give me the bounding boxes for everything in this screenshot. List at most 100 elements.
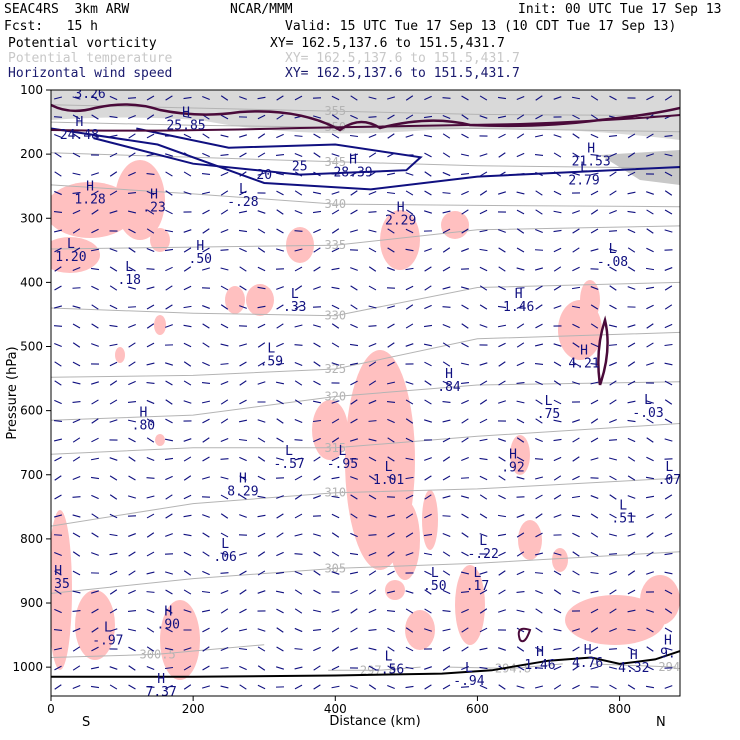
wind-vector	[91, 513, 99, 519]
isentrope-label: 305	[324, 561, 346, 575]
wind-vector	[72, 627, 81, 633]
wind-vector	[423, 552, 433, 556]
wind-vector	[590, 114, 599, 120]
extremum-value-label: 25.85	[166, 119, 205, 134]
wind-vector	[535, 513, 543, 519]
wind-vector	[424, 304, 432, 310]
wind-vector	[516, 191, 525, 195]
wind-vector	[368, 342, 377, 348]
wind-vector	[220, 190, 229, 196]
wind-vector	[127, 97, 137, 99]
wind-vector	[239, 361, 247, 367]
wind-vector	[257, 646, 266, 652]
wind-vector	[645, 267, 655, 271]
wind-vector	[646, 646, 654, 652]
wind-vector	[128, 646, 136, 652]
wind-vector	[331, 551, 340, 557]
wind-vector	[609, 513, 617, 519]
wind-vector	[72, 342, 81, 348]
extremum-type-label: H	[515, 287, 523, 302]
x-tick-label: 200	[182, 702, 205, 716]
wind-vector	[424, 513, 432, 519]
wind-vector	[461, 532, 469, 538]
wind-vector	[461, 95, 469, 101]
wind-vector	[498, 285, 506, 291]
wind-vector	[276, 666, 284, 670]
wind-vector	[553, 438, 562, 442]
wind-vector	[313, 456, 321, 462]
wind-vector	[165, 494, 173, 500]
extremum-type-label: L	[580, 161, 588, 176]
wind-vector	[54, 380, 62, 386]
plot-frame	[50, 89, 681, 697]
wind-vector	[109, 684, 118, 690]
wind-vector	[387, 437, 395, 443]
wind-vector	[276, 418, 284, 424]
wind-vector	[646, 247, 654, 253]
wind-vector	[424, 475, 432, 481]
extremum-type-label: H	[76, 115, 84, 130]
wind-vector	[109, 513, 118, 519]
wind-vector	[461, 646, 469, 652]
wind-vector	[368, 665, 377, 671]
wind-vector	[331, 95, 340, 101]
wind-vector	[220, 513, 229, 519]
extremum-type-label: H	[580, 343, 588, 358]
wind-vector	[91, 172, 99, 176]
extremum-value-label: 24.48	[60, 128, 99, 143]
wind-vector	[590, 571, 599, 575]
wind-vector	[442, 419, 451, 423]
wind-vector	[590, 190, 599, 196]
wind-vector	[461, 418, 469, 424]
wind-vector	[590, 95, 599, 101]
wind-vector	[645, 476, 655, 480]
wind-vector	[535, 418, 543, 424]
wind-vector	[72, 323, 81, 329]
wind-vector	[54, 608, 62, 614]
extremum-type-label: L	[545, 394, 553, 409]
wind-vector	[313, 324, 321, 328]
extremum-value-label: 1.46	[524, 658, 555, 673]
wind-vector	[91, 552, 99, 556]
wind-vector	[479, 266, 488, 272]
wind-vector	[220, 399, 229, 405]
wind-vector	[664, 438, 673, 442]
wind-vector	[405, 437, 414, 443]
wind-vector	[516, 456, 525, 462]
wind-vector	[664, 229, 673, 233]
wind-vector	[405, 666, 414, 670]
wind-vector	[405, 267, 414, 271]
wind-vector	[350, 608, 358, 614]
wind-vector	[331, 418, 340, 424]
wind-vector	[183, 456, 192, 462]
wind-vector	[627, 171, 636, 177]
pv-shade-region	[115, 160, 165, 240]
wind-vector	[313, 570, 321, 576]
wind-vector	[479, 438, 488, 442]
wind-vector	[202, 209, 210, 215]
wind-vector	[275, 172, 285, 176]
wind-vector	[516, 342, 525, 348]
wind-vector	[146, 95, 155, 101]
wind-vector	[534, 476, 544, 480]
wind-vector	[516, 228, 525, 234]
wind-vector	[294, 666, 303, 670]
wind-vector	[165, 190, 173, 196]
wind-vector	[516, 152, 525, 158]
wind-vector	[424, 248, 432, 252]
pv-shade-region	[160, 600, 200, 680]
wind-vector	[405, 381, 414, 385]
extremum-type-label: H	[86, 74, 94, 89]
wind-vector	[664, 513, 673, 519]
wind-vector	[238, 419, 248, 423]
wind-vector	[202, 342, 210, 348]
wind-vector	[202, 247, 210, 253]
wind-vector	[572, 266, 580, 272]
wind-vector	[331, 665, 340, 671]
wind-vector	[146, 228, 155, 234]
wind-vector	[54, 399, 62, 405]
isentrope-line	[51, 644, 265, 658]
wind-vector	[405, 248, 414, 252]
wind-vector	[664, 571, 673, 575]
wind-vector	[239, 380, 247, 386]
